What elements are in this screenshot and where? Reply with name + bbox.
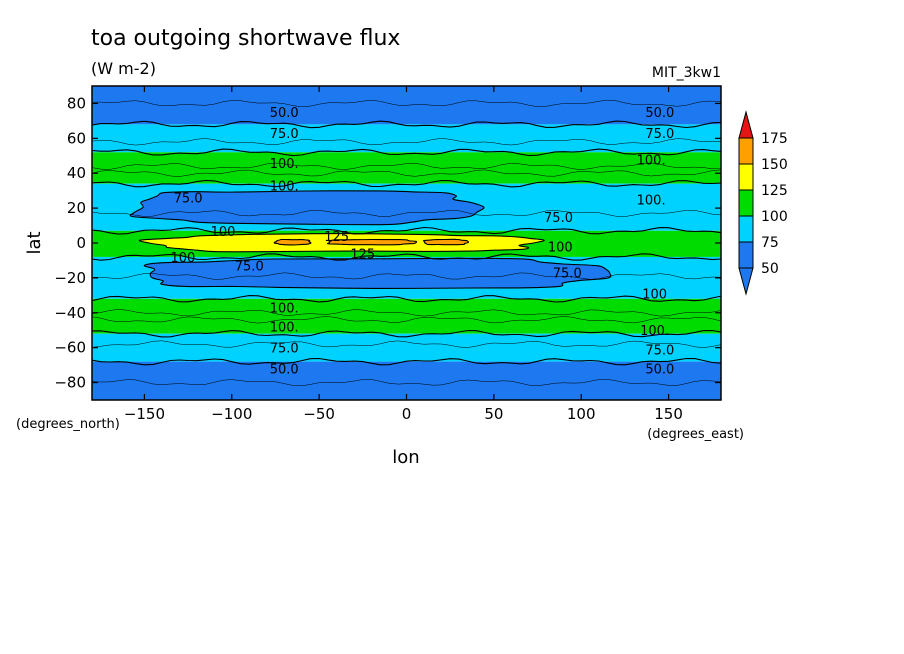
contour-label-2: 75.0 <box>270 127 299 142</box>
contour-label-12: 125 <box>350 247 375 262</box>
y-tick-label-6: 40 <box>67 164 86 182</box>
contour-thin-2 <box>92 162 721 170</box>
dataset-label: MIT_3kw1 <box>652 65 721 81</box>
y-tick-label-3: −20 <box>54 269 86 287</box>
colorbar-label-4: 75 <box>761 235 779 251</box>
contour-thin-9 <box>92 379 721 387</box>
band-6 <box>92 298 721 334</box>
contour-thin-4 <box>92 210 721 217</box>
contour-thin-3 <box>92 169 721 177</box>
contour-label-4: 100. <box>270 157 299 172</box>
contour-label-15: 75.0 <box>235 260 264 275</box>
contour-label-22: 75.0 <box>645 343 674 358</box>
contour-label-1: 50.0 <box>645 106 674 121</box>
plot-area <box>92 86 721 400</box>
contour-label-9: 75.0 <box>544 211 573 226</box>
contour-thin-1 <box>92 138 721 146</box>
contour-label-23: 50.0 <box>270 363 299 378</box>
x-units-label: (degrees_east) <box>647 427 744 442</box>
contour-label-14: 100 <box>170 251 195 266</box>
contour-thin-7 <box>92 316 721 324</box>
contour-label-0: 50.0 <box>270 106 299 121</box>
colorbar-label-2: 125 <box>761 183 788 199</box>
colorbar-swatch-4 <box>738 241 754 269</box>
contour-label-7: 100. <box>637 193 666 208</box>
contour-label-10: 100 <box>211 225 236 240</box>
contour-line-1 <box>92 148 721 157</box>
y-tick-label-1: −60 <box>54 339 86 357</box>
contour-line-6 <box>92 329 721 338</box>
y-tick-label-4: 0 <box>76 234 86 252</box>
region-1 <box>143 257 612 289</box>
contour-label-3: 75.0 <box>645 127 674 142</box>
colorbar: 175 150 125 100 75 50 <box>738 110 788 296</box>
contour-label-16: 75.0 <box>553 267 582 282</box>
y-tick-label-0: −80 <box>54 374 86 392</box>
contour-line-2 <box>92 179 721 188</box>
contour-line-5 <box>92 295 721 303</box>
region-0 <box>129 190 485 226</box>
x-tick-label-1: −100 <box>211 405 252 423</box>
contour-thin-0 <box>92 99 721 108</box>
x-axis-label: lon <box>392 447 419 468</box>
contour-line-7 <box>92 357 721 366</box>
contour-label-19: 100. <box>270 321 299 336</box>
contour-label-5: 100. <box>637 153 666 168</box>
contour-label-21: 75.0 <box>270 342 299 357</box>
contour-thin-8 <box>92 340 721 348</box>
contour-label-13: 100 <box>548 240 573 255</box>
colorbar-label-1: 150 <box>761 157 788 173</box>
y-axis-label: lat <box>24 231 45 254</box>
contour-lines <box>92 99 721 387</box>
contour-label-17: 100. <box>270 302 299 317</box>
colorbar-swatch-3 <box>738 215 754 243</box>
x-tick-label-2: −50 <box>303 405 335 423</box>
chart-subtitle: (W m-2) <box>91 59 156 78</box>
region-5 <box>422 238 470 246</box>
colorbar-swatch-0 <box>738 137 754 165</box>
band-2 <box>92 152 721 184</box>
colorbar-label-0: 175 <box>761 131 788 147</box>
contour-line-3 <box>92 226 721 235</box>
band-1 <box>92 124 721 153</box>
x-tick-label-3: 0 <box>402 405 412 423</box>
colorbar-label-5: 50 <box>761 261 779 277</box>
contour-line-4 <box>92 253 721 261</box>
y-tick-label-2: −40 <box>54 304 86 322</box>
x-tick-label-6: 150 <box>654 405 683 423</box>
y-axis-ticks: −80 −60 −40 −20 0 20 40 60 80 <box>54 94 721 392</box>
contour-label-24: 50.0 <box>645 363 674 378</box>
chart-title: toa outgoing shortwave flux <box>91 26 400 51</box>
y-tick-label-7: 60 <box>67 129 86 147</box>
x-axis-ticks: −150 −100 −50 0 50 100 150 <box>124 86 683 423</box>
y-units-label: (degrees_north) <box>16 417 120 432</box>
colorbar-bottom-arrow <box>738 267 754 296</box>
region-4 <box>326 238 418 246</box>
contour-thin-6 <box>92 309 721 317</box>
y-tick-label-8: 80 <box>67 94 86 112</box>
contour-label-20: 100. <box>640 324 669 339</box>
band-7 <box>92 333 721 362</box>
contour-line-0 <box>92 120 721 129</box>
x-tick-label-5: 100 <box>567 405 596 423</box>
contour-label-11: 125 <box>324 230 349 245</box>
contour-label-8: 75.0 <box>174 192 203 207</box>
colorbar-label-3: 100 <box>761 209 788 225</box>
colorbar-swatch-1 <box>738 163 754 191</box>
contour-thin-5 <box>92 272 721 280</box>
contour-labels: 50.0 50.0 75.0 75.0 100. 100. 100. 100. 75.0 75.0… <box>170 106 674 378</box>
contour-label-18: 100 <box>642 288 667 303</box>
x-tick-label-4: 50 <box>484 405 503 423</box>
contour-label-6: 100. <box>270 179 299 194</box>
x-tick-label-0: −150 <box>124 405 165 423</box>
colorbar-top-arrow <box>738 110 754 139</box>
region-3 <box>273 238 312 246</box>
colorbar-swatch-2 <box>738 189 754 217</box>
y-tick-label-5: 20 <box>67 199 86 217</box>
